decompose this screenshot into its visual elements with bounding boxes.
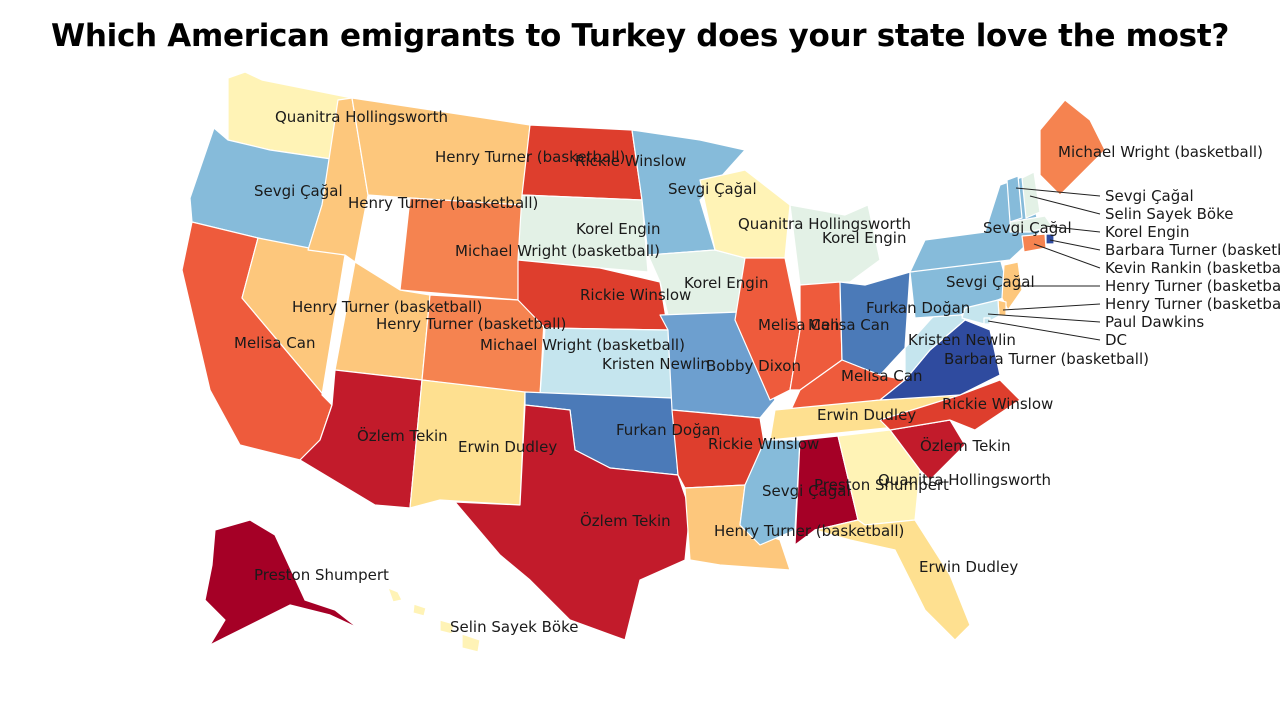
state-label-ak: Preston Shumpert	[254, 566, 389, 584]
state-label-nj: Henry Turner (basketball)	[1105, 277, 1280, 295]
state-label-in: Melisa Can	[808, 316, 889, 334]
leader-line-dc	[987, 320, 1101, 341]
state-label-de: Henry Turner (basketball)	[1105, 295, 1280, 313]
state-label-ok: Furkan Doğan	[616, 421, 720, 439]
state-label-sd: Korel Engin	[576, 220, 660, 238]
state-ak	[204, 519, 359, 646]
leader-line-ct	[1033, 243, 1101, 269]
state-label-ar: Rickie Winslow	[708, 435, 819, 453]
state-nm	[409, 379, 526, 509]
state-wv	[904, 299, 966, 381]
state-tx	[454, 404, 691, 641]
state-label-tn: Erwin Dudley	[817, 406, 916, 424]
state-label-ct: Kevin Rankin (basketball)	[1105, 259, 1280, 277]
state-hi	[387, 587, 481, 653]
state-label-ut: Henry Turner (basketball)	[376, 315, 566, 333]
state-label-va: Barbara Turner (basketball)	[944, 350, 1149, 368]
state-label-fl: Erwin Dudley	[919, 558, 1018, 576]
state-label-ne: Rickie Winslow	[580, 286, 691, 304]
state-label-wv: Kristen Newlin	[908, 331, 1016, 349]
state-label-mo: Bobby Dixon	[706, 357, 801, 375]
state-label-ma: Korel Engin	[1105, 223, 1189, 241]
state-label-wi: Quanitra Hollingsworth	[738, 215, 911, 233]
state-label-md: Paul Dawkins	[1105, 313, 1204, 331]
state-sd	[517, 194, 649, 273]
state-label-id: Henry Turner (basketball)	[348, 194, 538, 212]
state-label-ks: Kristen Newlin	[602, 355, 710, 373]
state-label-nd: Rickie Winslow	[575, 152, 686, 170]
state-nj	[1001, 261, 1023, 311]
state-label-al: Preston Shumpert	[814, 476, 949, 494]
state-label-ia: Korel Engin	[684, 274, 768, 292]
map-title: Which American emigrants to Turkey does …	[50, 18, 1230, 54]
state-label-ri: Barbara Turner (basketball)	[1105, 241, 1280, 259]
state-label-nh: Selin Sayek Böke	[1105, 205, 1233, 223]
state-label-ca: Melisa Can	[234, 334, 315, 352]
state-label-dc: DC	[1105, 331, 1127, 349]
state-label-sc: Özlem Tekin	[920, 436, 1011, 455]
state-ma	[1009, 215, 1053, 233]
state-label-ky: Melisa Can	[841, 367, 922, 385]
state-me	[1039, 99, 1106, 196]
state-label-or: Sevgi Çağal	[254, 182, 343, 200]
state-label-me: Michael Wright (basketball)	[1058, 143, 1263, 161]
state-dc	[983, 317, 991, 325]
state-nc	[879, 379, 1021, 431]
state-label-tx: Özlem Tekin	[580, 511, 671, 530]
state-nh	[1021, 171, 1041, 219]
leader-line-ri	[1049, 239, 1101, 251]
leader-line-nh	[1029, 195, 1101, 215]
state-label-mn: Sevgi Çağal	[668, 180, 757, 198]
state-label-mi: Korel Engin	[822, 229, 906, 247]
state-label-nv: Henry Turner (basketball)	[292, 298, 482, 316]
leader-line-vt	[1015, 187, 1101, 197]
leader-line-ma	[1044, 225, 1101, 233]
state-label-vt: Sevgi Çağal	[1105, 187, 1194, 205]
state-label-hi: Selin Sayek Böke	[450, 618, 578, 636]
state-label-az: Özlem Tekin	[357, 426, 448, 445]
leader-line-de	[1002, 303, 1101, 311]
leader-lines	[987, 187, 1101, 341]
state-label-mt: Henry Turner (basketball)	[435, 148, 625, 166]
state-co	[421, 294, 546, 396]
state-shapes	[181, 71, 1106, 653]
state-label-wa: Quanitra Hollingsworth	[275, 108, 448, 126]
state-label-ny: Sevgi Çağal	[983, 219, 1072, 237]
state-label-ms: Sevgi Çağal	[762, 482, 851, 500]
state-vt	[1006, 175, 1023, 223]
state-labels: Quanitra Hollingsworth Sevgi Çağal Melisa …	[234, 108, 1280, 636]
state-label-ga: Quanitra Hollingsworth	[878, 471, 1051, 489]
state-label-nc: Rickie Winslow	[942, 395, 1053, 413]
state-label-co: Michael Wright (basketball)	[480, 336, 685, 354]
state-label-nm: Erwin Dudley	[458, 438, 557, 456]
leader-line-md	[987, 313, 1101, 323]
state-label-wy: Michael Wright (basketball)	[455, 242, 660, 260]
state-label-pa: Sevgi Çağal	[946, 273, 1035, 291]
state-label-la: Henry Turner (basketball)	[714, 522, 904, 540]
state-label-oh: Furkan Doğan	[866, 299, 970, 317]
state-fl	[814, 519, 971, 641]
state-label-il: Melisa Can	[758, 316, 839, 334]
state-mn	[631, 129, 746, 256]
